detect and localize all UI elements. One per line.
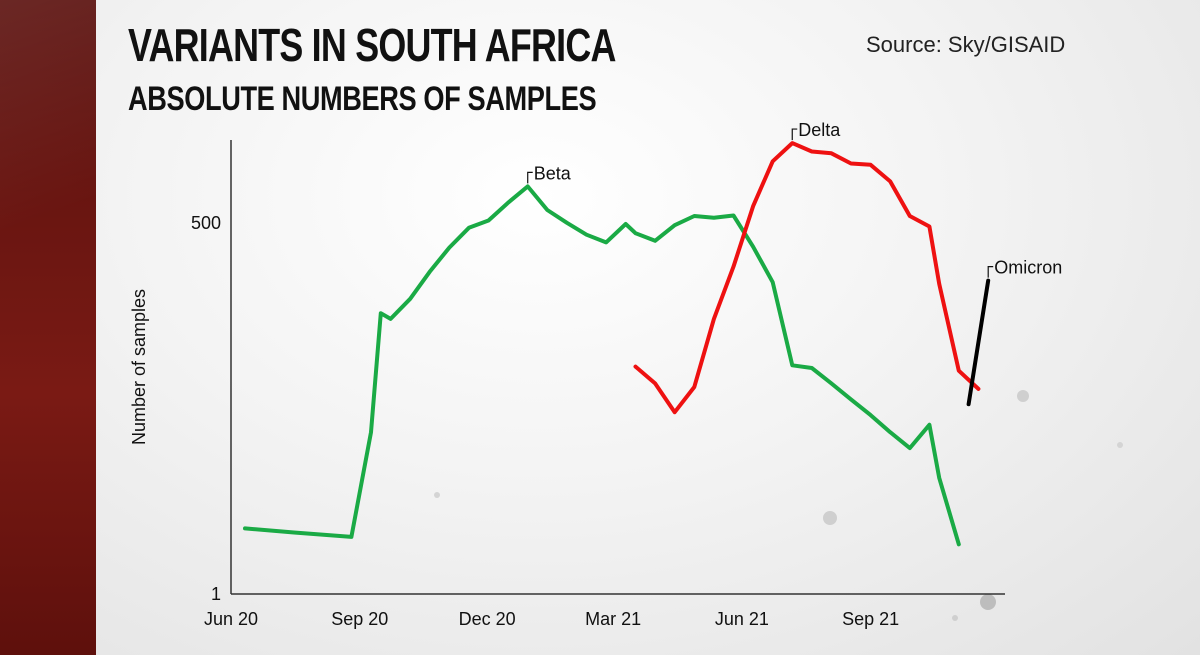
chart-subtitle: ABSOLUTE NUMBERS OF SAMPLES — [128, 80, 597, 118]
x-tick-label: Jun 20 — [204, 609, 258, 629]
source-credit: Source: Sky/GISAID — [866, 32, 1066, 57]
y-tick-label: 500 — [191, 213, 221, 233]
background-dot — [952, 615, 958, 621]
series-line-beta — [243, 184, 961, 547]
series-label-delta: Delta — [798, 120, 841, 140]
series-label-omicron: Omicron — [994, 258, 1062, 278]
axis-ticks: Jun 20 Sep 20 Dec 20 Mar 21 Jun 21 Sep 21 1 500 — [191, 213, 899, 629]
x-tick-label: Sep 20 — [331, 609, 388, 629]
background-dot — [1017, 390, 1029, 402]
series-label-leader — [527, 171, 533, 184]
x-tick-label: Mar 21 — [585, 609, 641, 629]
side-band — [0, 0, 96, 655]
chart-panel — [96, 0, 1200, 655]
series-label-beta: Beta — [534, 163, 572, 183]
series-labels: Beta Delta Omicron — [527, 120, 1062, 278]
series-line-delta — [633, 141, 981, 415]
background-dot — [980, 594, 996, 610]
y-axis-title: Number of samples — [129, 289, 149, 445]
chart-title: VARIANTS IN SOUTH AFRICA — [128, 19, 616, 71]
series-label-leader — [987, 265, 994, 278]
x-tick-label: Jun 21 — [715, 609, 769, 629]
series-lines — [243, 141, 991, 547]
series-label-leader — [791, 128, 798, 141]
decorative-dots — [434, 390, 1123, 621]
background-dot — [1117, 442, 1123, 448]
y-tick-label: 1 — [211, 584, 221, 604]
series-line-omicron — [966, 278, 991, 407]
x-tick-label: Sep 21 — [842, 609, 899, 629]
background-dot — [434, 492, 440, 498]
x-tick-label: Dec 20 — [459, 609, 516, 629]
background-dot — [823, 511, 837, 525]
